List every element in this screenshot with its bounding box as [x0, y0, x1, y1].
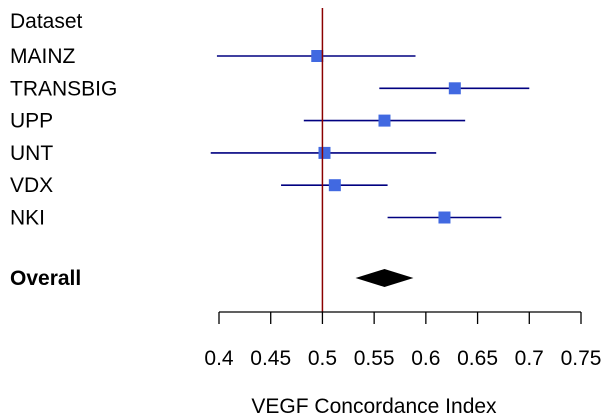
overall-diamond	[355, 269, 414, 287]
x-tick-label: 0.6	[411, 347, 440, 370]
x-tick-label: 0.5	[308, 347, 337, 370]
x-axis-title: VEGF Concordance Index	[251, 395, 497, 418]
x-tick-label: 0.65	[457, 347, 498, 370]
study-label-unt: UNT	[10, 142, 53, 165]
study-label-vdx: VDX	[10, 174, 53, 197]
study-label-nki: NKI	[10, 207, 45, 230]
study-label-mainz: MAINZ	[10, 45, 76, 68]
point-estimate-upp	[378, 114, 391, 127]
point-estimate-unt	[318, 146, 331, 159]
x-tick-label: 0.45	[250, 347, 291, 370]
study-label-upp: UPP	[10, 110, 53, 133]
x-tick-label: 0.55	[354, 347, 395, 370]
overall-row: Overall	[10, 267, 414, 290]
x-axis: 0.4 0.45 0.5 0.55 0.6 0.65 0.7 0.75	[204, 311, 602, 370]
x-tick-label: 0.4	[204, 347, 234, 370]
header-label: Dataset	[10, 10, 83, 33]
point-estimate-mainz	[311, 50, 324, 62]
study-label-transbig: TRANSBIG	[10, 77, 117, 100]
point-estimate-transbig	[448, 82, 461, 95]
point-estimate-nki	[438, 211, 451, 224]
x-tick-label: 0.75	[561, 347, 602, 370]
overall-label: Overall	[10, 267, 81, 290]
study-rows: MAINZ TRANSBIG UPP UNT VDX NKI	[10, 45, 530, 230]
x-tick-label: 0.7	[515, 347, 544, 370]
point-estimate-vdx	[328, 179, 341, 192]
